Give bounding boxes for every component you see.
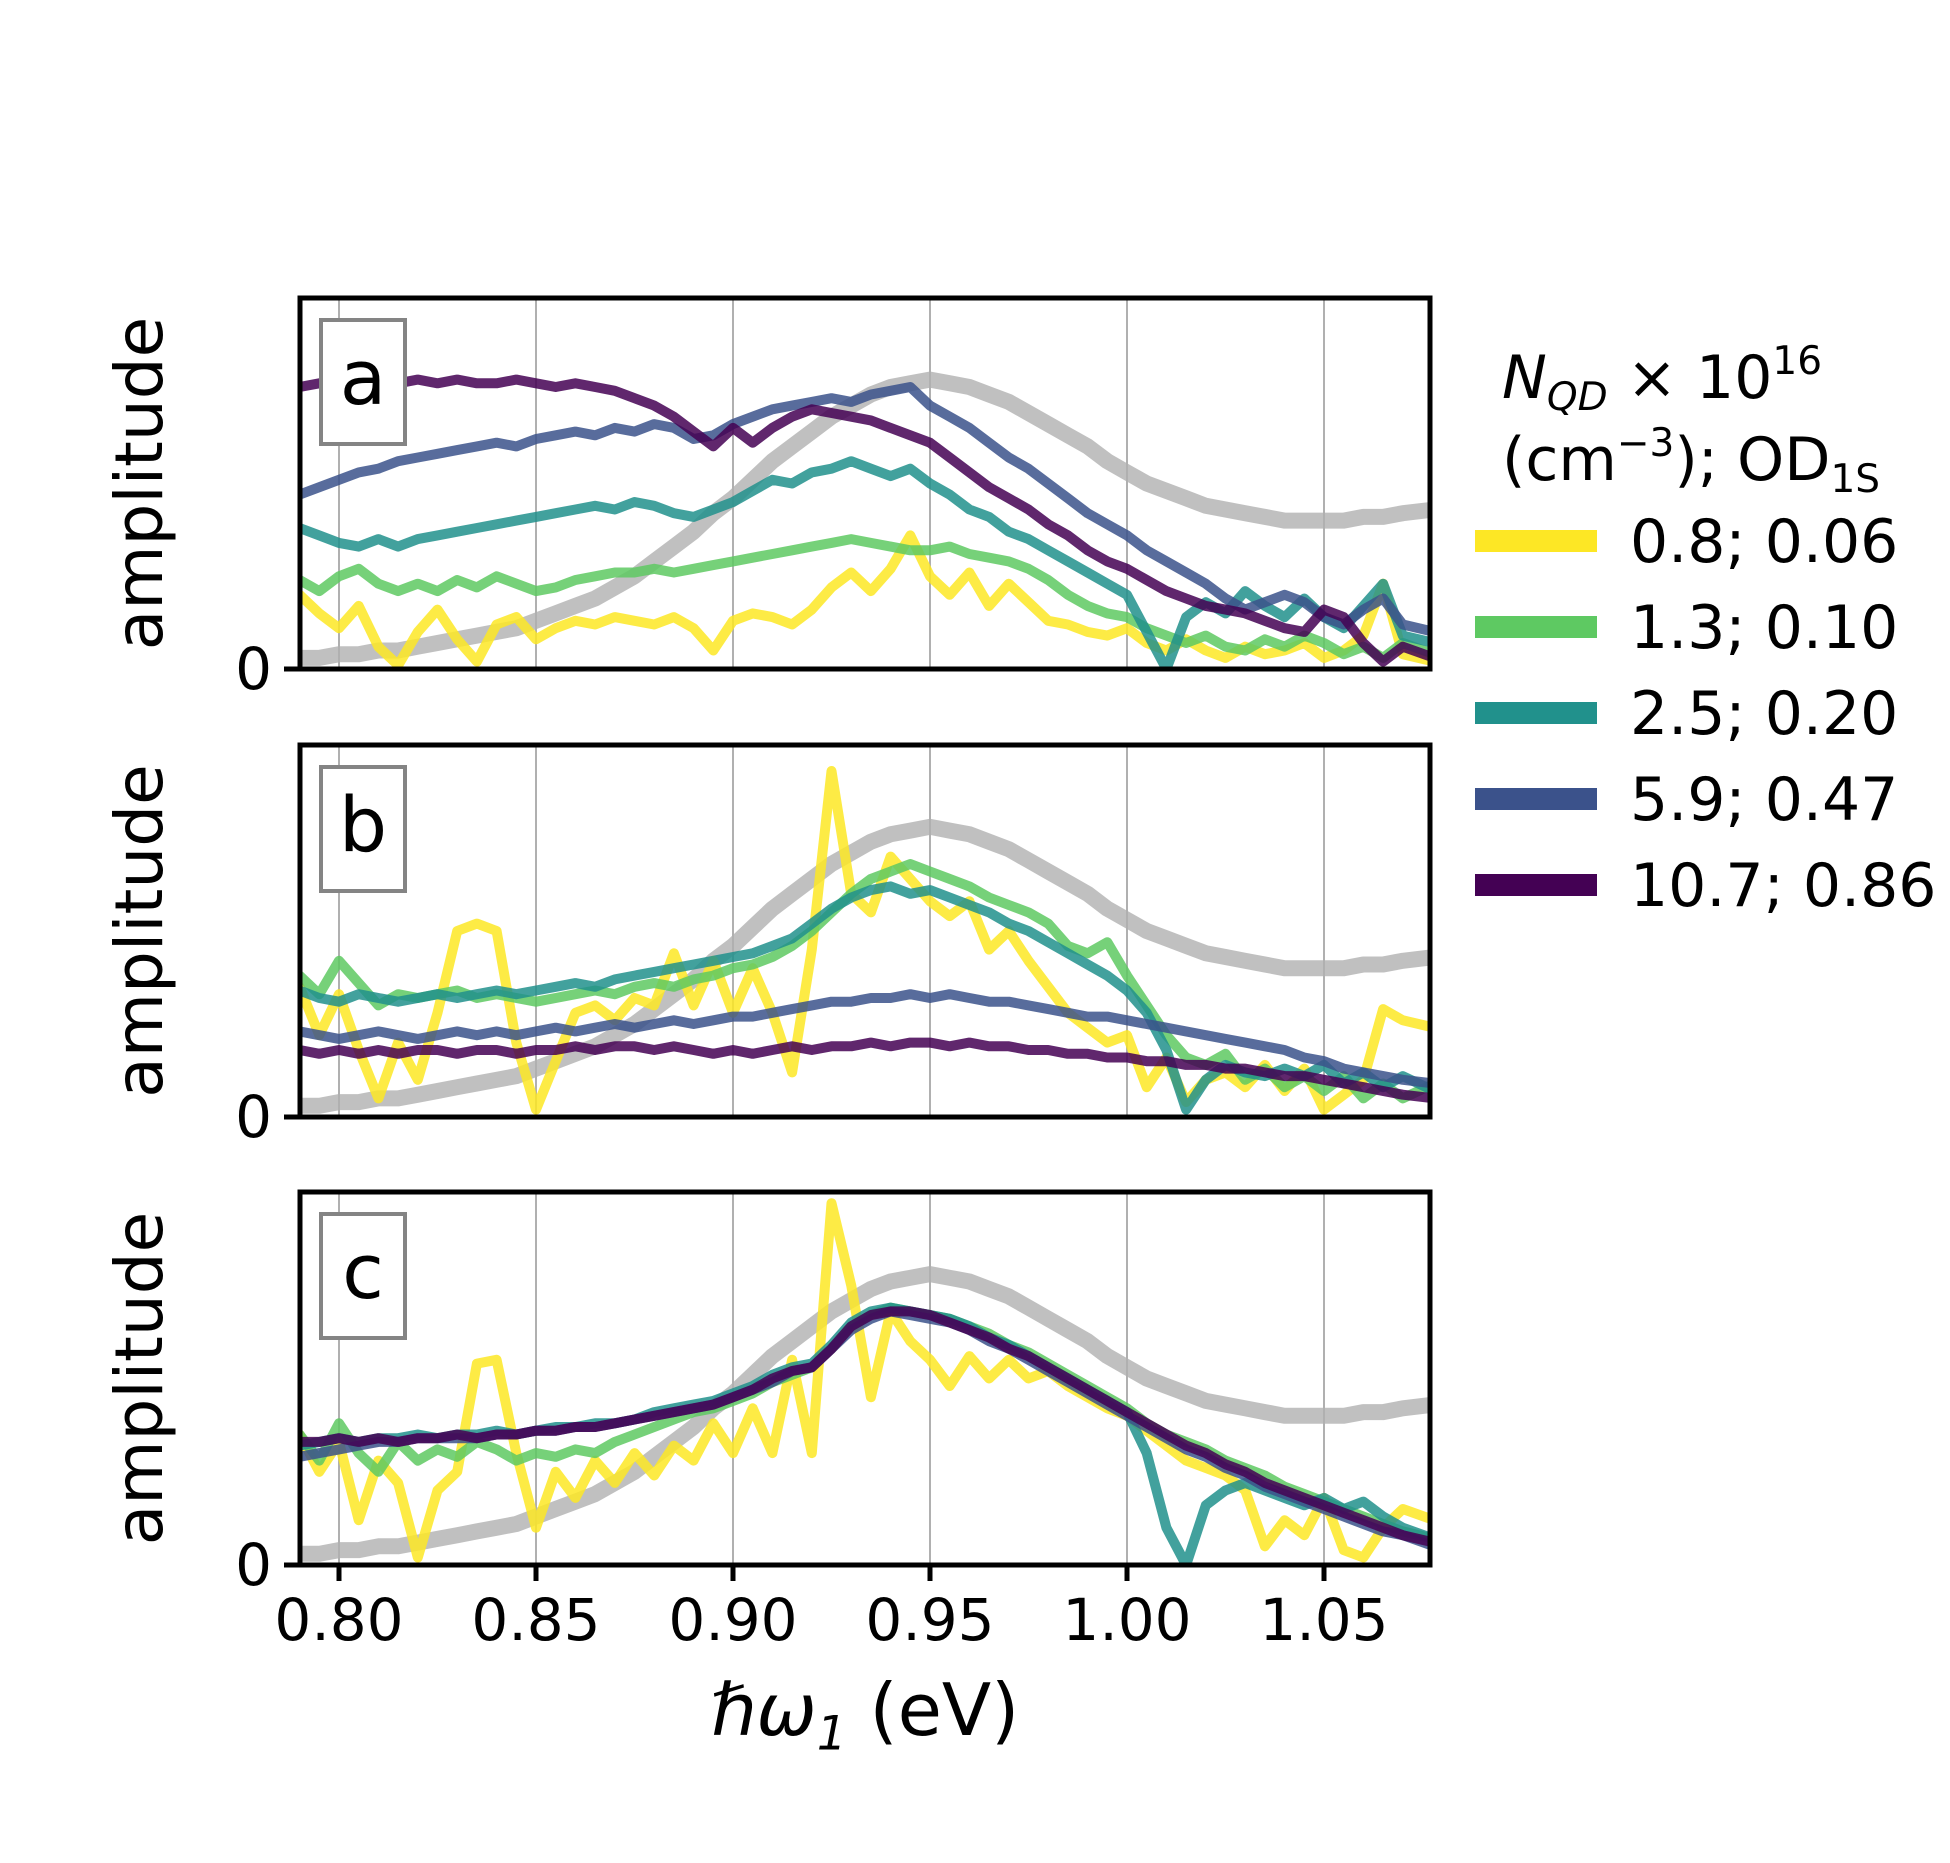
legend-label-2: 1.3; 0.10 (1630, 593, 1898, 663)
legend-swatch-1 (1475, 530, 1597, 552)
legend-title-line1: NQD × 1016 (1502, 339, 1822, 420)
legend-label-3: 2.5; 0.20 (1630, 679, 1898, 749)
series-line-10-7-0-86 (300, 1306, 1430, 1547)
panel-label-b: b (339, 780, 387, 869)
panel-label-box (319, 1212, 407, 1340)
panel-label-c: c (342, 1227, 384, 1316)
series-line-0-8-0-06 (300, 1198, 1430, 1563)
legend-swatch-4 (1475, 788, 1597, 810)
panel-label-box (319, 318, 407, 446)
x-axis-label: ℏω1 (eV) (711, 1668, 1019, 1761)
text-part: −3 (1617, 421, 1675, 466)
y-axis-label: amplitude (101, 1212, 178, 1546)
text-part: ℏω (711, 1668, 817, 1752)
text-part: (eV) (847, 1668, 1020, 1752)
legend-swatch-5 (1475, 874, 1597, 896)
panel-label-a: a (340, 333, 387, 422)
x-tick-label: 1.00 (1062, 1586, 1191, 1654)
y-axis-label: amplitude (101, 317, 178, 651)
text-part: × 10 (1608, 343, 1773, 413)
series-line-5-9-0-47 (300, 989, 1430, 1089)
panel-b-frame (297, 742, 1433, 1120)
y-tick-label: 0 (235, 635, 272, 703)
text-part: 1 (817, 1706, 847, 1761)
panel-label-box (319, 765, 407, 893)
legend-label-4: 5.9; 0.47 (1630, 765, 1898, 835)
series-line-gray-reference (300, 1266, 1430, 1562)
legend-label-5: 10.7; 0.86 (1630, 851, 1936, 921)
series-line-1-3-0-10 (300, 534, 1430, 663)
text-part: ); OD (1674, 425, 1830, 495)
series-line-10-7-0-86 (300, 374, 1430, 667)
panel-a-plot-area (300, 298, 1430, 669)
legend-label-1: 0.8; 0.06 (1630, 507, 1898, 577)
series-line-5-9-0-47 (300, 382, 1430, 637)
y-tick-label: 0 (235, 1083, 272, 1151)
panel-c-frame (297, 1189, 1433, 1568)
x-tick-label: 0.80 (274, 1586, 403, 1654)
legend-swatch-2 (1475, 616, 1597, 638)
panel-c-plot-area (300, 1192, 1430, 1565)
series-line-0-8-0-06 (300, 766, 1430, 1115)
y-tick-label: 0 (235, 1531, 272, 1599)
text-part: 1S (1830, 457, 1880, 502)
legend-title-line2: (cm−3); OD1S (1502, 421, 1880, 502)
x-tick-label: 0.85 (471, 1586, 600, 1654)
x-tick-label: 0.90 (668, 1586, 797, 1654)
text-part: (cm (1502, 425, 1617, 495)
x-tick-label: 1.05 (1259, 1586, 1388, 1654)
series-line-gray-reference (300, 818, 1430, 1114)
y-axis-label: amplitude (101, 764, 178, 1098)
text-part: QD (1547, 375, 1608, 420)
panel-a-frame (297, 295, 1433, 672)
series-line-10-7-0-86 (300, 1037, 1430, 1103)
x-tick-label: 0.95 (865, 1586, 994, 1654)
legend-swatch-3 (1475, 702, 1597, 724)
text-part: N (1502, 343, 1547, 413)
panel-b-plot-area (300, 745, 1430, 1117)
text-part: 16 (1772, 339, 1822, 384)
